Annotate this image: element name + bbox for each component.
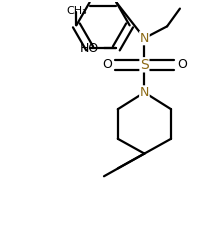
Text: CH₃: CH₃ [66, 6, 87, 16]
Text: S: S [140, 58, 149, 72]
Text: N: N [140, 32, 149, 45]
Text: O: O [102, 58, 112, 71]
Text: HO: HO [79, 42, 99, 55]
Text: N: N [140, 86, 149, 99]
Text: O: O [177, 58, 187, 71]
